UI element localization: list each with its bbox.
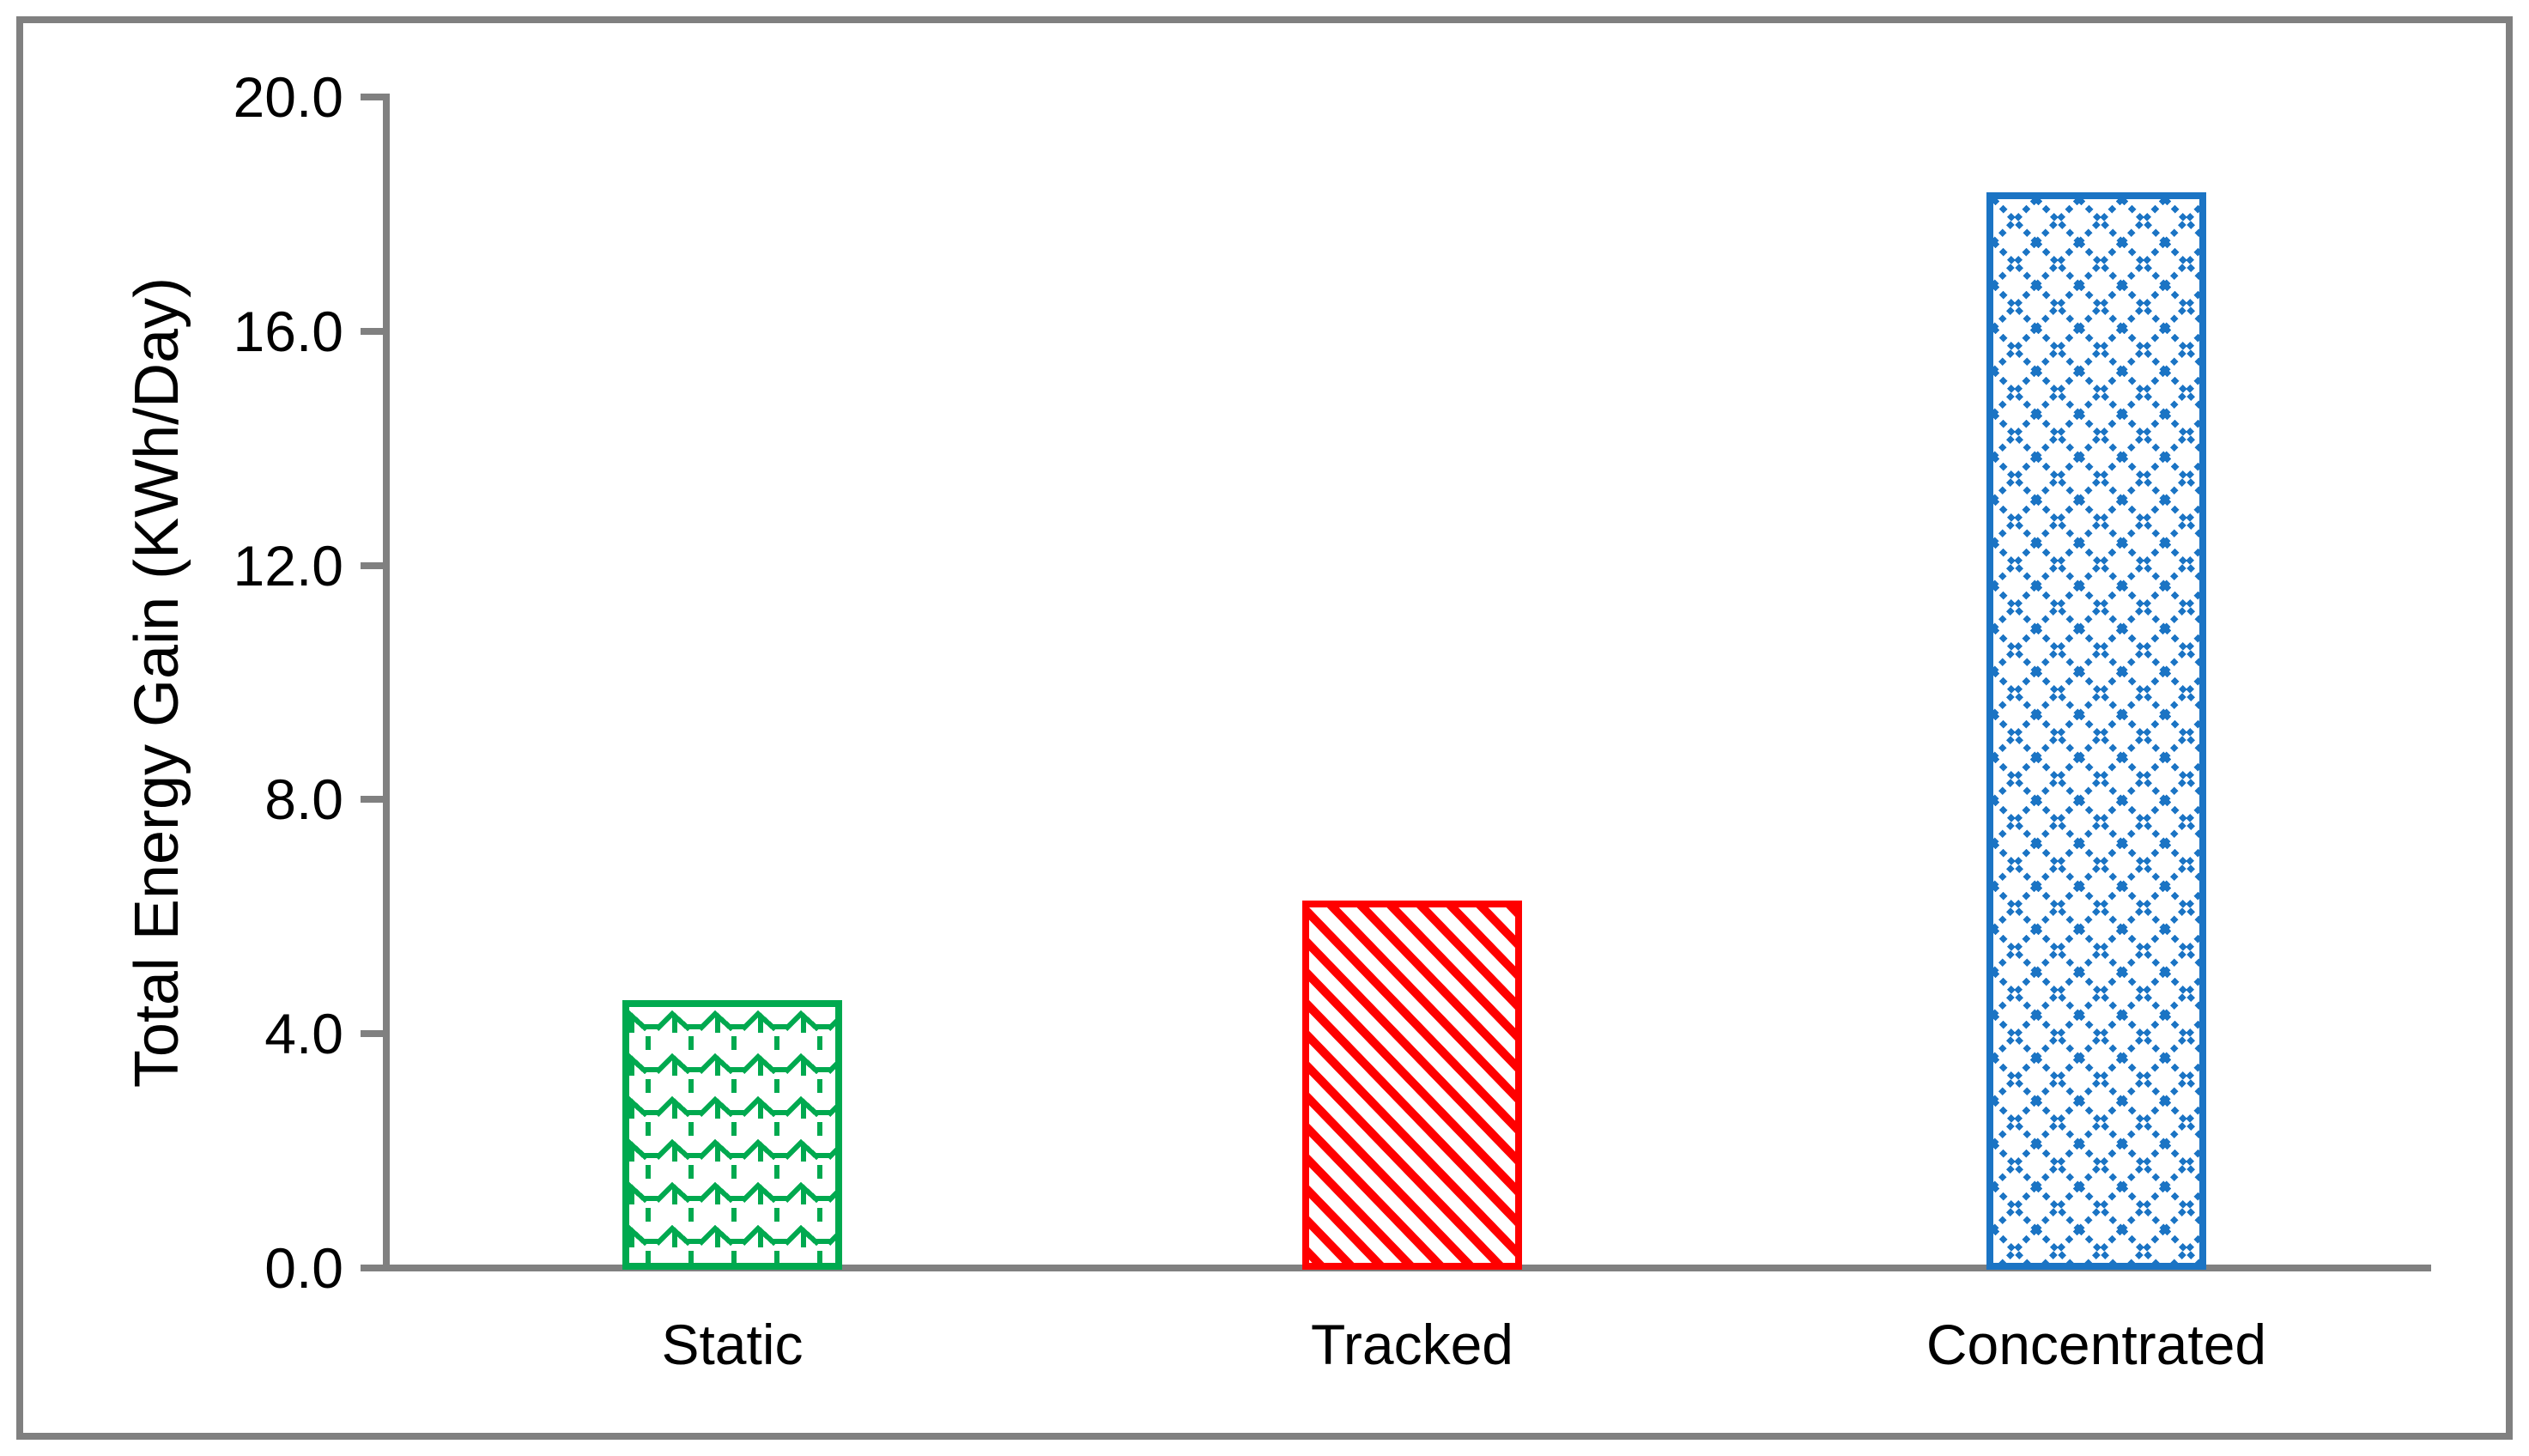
y-tick-mark-0.0 xyxy=(361,1265,383,1271)
y-tick-mark-12.0 xyxy=(361,561,383,569)
x-axis-label-tracked: Tracked xyxy=(1311,1313,1513,1376)
y-tick-mark-20.0 xyxy=(361,94,383,100)
y-tick-mark-4.0 xyxy=(361,1030,383,1038)
bar-static-pattern-fill xyxy=(629,1007,835,1263)
y-tick-label-12.0: 12.0 xyxy=(233,533,343,598)
bar-static xyxy=(622,1000,842,1270)
y-tick-mark-16.0 xyxy=(361,327,383,335)
bar-concentrated-pattern-fill xyxy=(1993,199,2199,1263)
y-tick-label-20.0: 20.0 xyxy=(233,65,343,129)
y-tick-label-4.0: 4.0 xyxy=(264,1002,343,1066)
bar-concentrated xyxy=(1986,192,2206,1270)
bar-tracked xyxy=(1302,901,1522,1270)
y-axis-line xyxy=(383,94,390,1271)
y-tick-label-8.0: 8.0 xyxy=(264,767,343,832)
x-axis-label-concentrated: Concentrated xyxy=(1926,1313,2267,1376)
y-tick-label-0.0: 0.0 xyxy=(264,1236,343,1300)
x-axis-label-static: Static xyxy=(661,1313,804,1376)
y-tick-mark-8.0 xyxy=(361,796,383,804)
y-axis-title: Total Energy Gain (KWh/Day) xyxy=(123,276,191,1089)
y-tick-label-16.0: 16.0 xyxy=(233,299,343,363)
bar-tracked-pattern-fill xyxy=(1309,907,1515,1263)
